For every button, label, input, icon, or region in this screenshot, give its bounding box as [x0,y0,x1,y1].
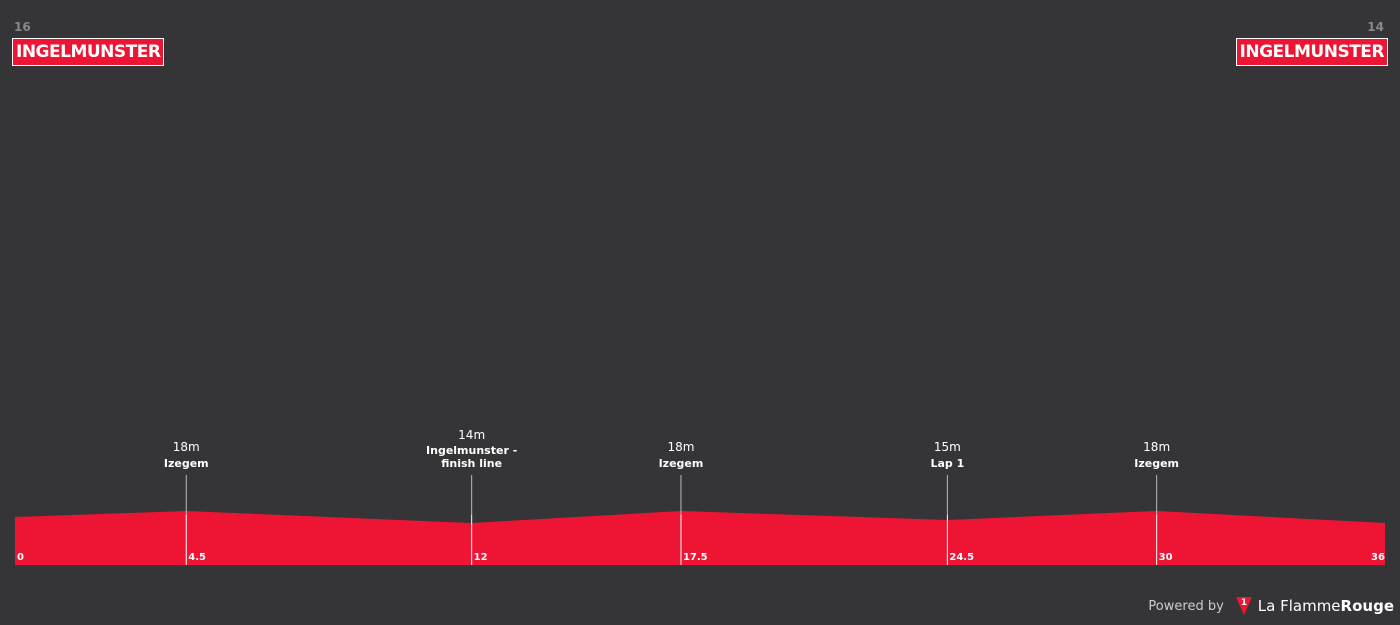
point-name: Lap 1 [930,457,965,470]
footer: Powered by 1 La Flamme Rouge [1148,595,1394,617]
x-tick-label: 24.5 [949,552,975,563]
x-tick-label: 0 [17,552,24,563]
x-tick-label: 30 [1158,552,1173,563]
x-tick-label: 12 [473,552,488,563]
logo: 1 [1235,597,1252,615]
elevation-label: 18m [667,440,695,454]
powered-by: Powered by [1148,598,1224,614]
start-elevation: 16 [14,20,31,34]
x-tick-label: 4.5 [188,552,206,563]
point-name: Izegem [658,457,704,470]
logo-number: 1 [1241,598,1247,608]
elevation-label: 18m [1143,440,1171,454]
elevation-label: 18m [172,440,200,454]
x-tick-label: 17.5 [682,552,708,563]
finish-elevation: 14 [1367,20,1384,34]
x-tick-label: 36 [1371,552,1385,563]
point-name: Izegem [163,457,209,470]
finish-name: INGELMUNSTER [1235,38,1388,66]
elevation-label: 15m [933,440,961,454]
point-name: Ingelmunster - finish line [426,444,518,470]
elevation-label: 14m [458,428,486,442]
point-name: Izegem [1134,457,1180,470]
brand-light: La Flamme [1257,597,1341,615]
brand-bold: Rouge [1340,597,1394,615]
start-name: INGELMUNSTER [12,38,165,66]
profile-area [15,511,1385,565]
